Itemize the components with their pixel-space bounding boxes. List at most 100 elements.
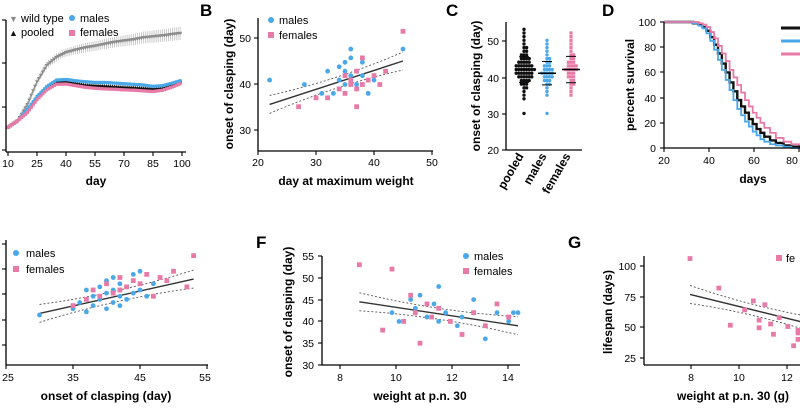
males-point <box>459 314 465 320</box>
females-point <box>356 262 362 268</box>
males-point <box>396 319 402 324</box>
panel-e-xtick-label: 45 <box>134 372 146 384</box>
females-point <box>354 104 359 110</box>
females-point <box>429 314 435 320</box>
pooled-point <box>517 75 521 79</box>
females-point <box>117 275 123 280</box>
panel-letter: C <box>446 1 458 20</box>
pooled-point <box>522 60 526 64</box>
females-point <box>569 53 573 57</box>
pooled-point <box>522 34 526 39</box>
panel-c-ytick-label: 30 <box>487 109 499 121</box>
males-survival-curve <box>664 21 799 149</box>
panel-f-ytick-label: 45 <box>302 295 314 307</box>
females-point <box>569 38 573 42</box>
panel-a-xtick-label: 25 <box>31 158 43 170</box>
wild-type-marker-icon: ▼ <box>9 14 18 24</box>
males-point <box>436 319 442 324</box>
males-point <box>90 293 96 299</box>
panel-f-ytick-label: 35 <box>302 338 314 350</box>
females-point <box>408 292 414 298</box>
panel-a-x-label: day <box>86 174 107 188</box>
panel-c-ytick-label: 40 <box>487 73 499 85</box>
panel-a-xtick-label: 10 <box>2 158 14 170</box>
males-point <box>545 45 549 50</box>
males-point <box>436 284 442 289</box>
pooled-point <box>514 64 518 68</box>
males-point <box>348 55 354 61</box>
females-point <box>401 319 407 324</box>
females-point <box>191 253 196 259</box>
confidence-band <box>39 269 194 305</box>
males-point <box>151 281 156 287</box>
panel-a-legend: ▼ wild type ▲ pooled males females <box>9 13 119 39</box>
males-point <box>360 73 365 79</box>
pooled-point <box>522 86 526 90</box>
panel-d-ytick-label: 60 <box>644 67 656 79</box>
panel-d-xtick-label: 40 <box>703 155 715 167</box>
males-point <box>545 86 549 90</box>
pooled-point <box>522 82 526 86</box>
panel-b-ytick-label: 30 <box>239 125 251 137</box>
males-marker-icon <box>13 250 19 256</box>
panel-e-x-ticks <box>5 365 208 369</box>
females-point <box>482 323 488 329</box>
males-point <box>302 82 307 87</box>
females-point <box>494 301 500 307</box>
panel-a-xtick-label: 70 <box>118 158 130 170</box>
females-point <box>762 302 768 308</box>
males-point <box>371 77 377 83</box>
legend-label: males <box>80 13 110 25</box>
panel-g: G 25 50 75 100 8 10 12 weight at p.n. 30… <box>568 233 800 403</box>
pooled-point <box>524 45 529 50</box>
pooled-point <box>527 71 531 75</box>
females-point <box>572 53 576 57</box>
females-point <box>130 278 136 284</box>
males-marker-icon <box>463 253 469 259</box>
males-point <box>424 314 430 320</box>
panel-g-x-ticks <box>690 365 788 369</box>
males-point <box>454 323 460 329</box>
males-point <box>545 42 549 46</box>
pooled-point <box>524 71 529 75</box>
males-point <box>412 305 418 311</box>
males-marker-icon <box>268 17 274 23</box>
panel-f-x-label: weight at p.n. 30 <box>372 389 467 403</box>
females-point <box>566 64 570 68</box>
regression-line <box>39 278 194 315</box>
panel-f-ytick-label: 40 <box>302 316 314 328</box>
legend-label: females <box>474 266 513 278</box>
males-point <box>360 59 365 65</box>
females-point <box>104 281 109 287</box>
females-point <box>750 298 756 304</box>
panel-f-xtick-label: 8 <box>337 372 343 384</box>
panel-letter: F <box>256 233 266 252</box>
confidence-band <box>689 303 800 329</box>
females-point <box>569 60 573 64</box>
pooled-point <box>530 64 534 68</box>
panel-a-x-tick-labels: 10 25 40 55 70 85 100 <box>2 158 191 170</box>
panel-a-marks <box>6 26 183 131</box>
females-marker-icon <box>268 32 274 38</box>
panel-e-xtick-label: 25 <box>2 372 14 384</box>
females-point <box>569 75 573 79</box>
panel-d-y-ticks <box>660 21 664 149</box>
pooled-point <box>527 78 531 83</box>
males-point <box>336 64 342 70</box>
females-marker-icon <box>13 266 19 272</box>
panel-a-xtick-label: 55 <box>89 158 101 170</box>
males-point <box>124 296 129 302</box>
panel-a-y-ticks <box>2 19 6 151</box>
males-point <box>431 301 437 307</box>
panel-g-x-label: weight at p.n. 30 (g) <box>676 389 789 403</box>
pooled-point <box>522 97 526 101</box>
females-point <box>795 330 800 336</box>
females-point <box>569 82 573 86</box>
females-point <box>354 86 359 92</box>
females-point <box>785 324 791 329</box>
panel-f-xtick-label: 10 <box>390 372 402 384</box>
legend-label: males <box>474 251 504 263</box>
females-point <box>313 95 319 101</box>
pooled-survival-curve <box>664 20 800 148</box>
females-survival-curve <box>664 21 800 146</box>
